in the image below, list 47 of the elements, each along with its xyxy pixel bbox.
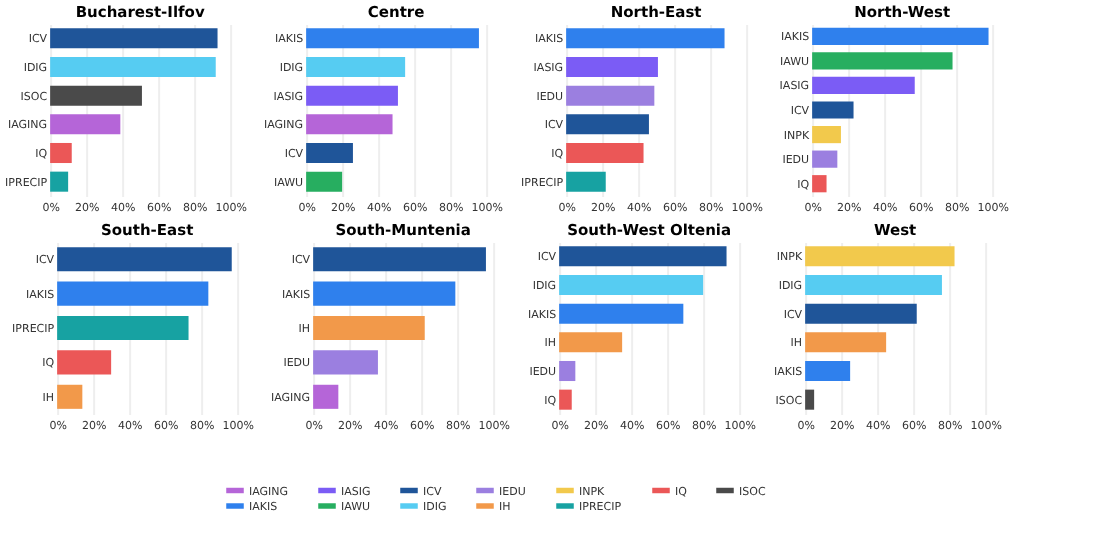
bar	[313, 281, 456, 306]
bar	[812, 125, 841, 144]
bar	[805, 389, 815, 410]
bar	[805, 246, 955, 267]
bar	[559, 246, 727, 267]
bar	[812, 175, 827, 193]
bar	[805, 332, 887, 353]
bar	[306, 171, 343, 192]
bar	[50, 142, 72, 164]
bar	[57, 281, 209, 306]
bar	[50, 56, 216, 78]
bar	[559, 332, 623, 353]
bar	[306, 56, 406, 78]
bar	[313, 384, 339, 409]
bar	[57, 247, 232, 272]
bar	[805, 303, 917, 324]
bar	[50, 171, 69, 192]
bar	[306, 28, 479, 49]
bar	[306, 142, 353, 164]
bar	[57, 384, 83, 409]
bar	[306, 114, 393, 135]
bar	[306, 85, 398, 106]
bar	[566, 85, 655, 106]
bar	[812, 150, 838, 168]
bar	[566, 114, 649, 135]
bar	[50, 114, 121, 135]
bar	[559, 360, 576, 382]
bar	[559, 389, 572, 410]
bar	[812, 76, 915, 95]
bar	[57, 350, 112, 375]
bar	[566, 28, 725, 49]
bar	[812, 101, 854, 119]
bar	[57, 315, 189, 341]
bar	[566, 142, 644, 164]
bar	[313, 247, 486, 272]
bar	[566, 56, 658, 78]
bar	[812, 52, 953, 70]
bar	[812, 27, 989, 45]
bar	[313, 315, 425, 341]
bar	[805, 274, 942, 296]
bar	[50, 28, 218, 49]
bar	[559, 274, 704, 296]
bar	[313, 350, 378, 375]
bar	[559, 303, 684, 324]
bar	[805, 360, 851, 382]
bar	[566, 171, 606, 192]
bar	[50, 85, 142, 106]
